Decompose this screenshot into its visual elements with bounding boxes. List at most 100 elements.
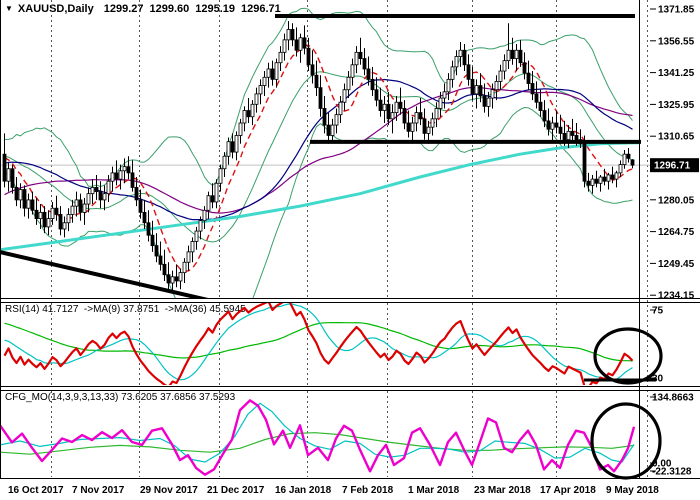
candle bbox=[50, 207, 55, 220]
candle bbox=[190, 241, 195, 253]
candle bbox=[170, 276, 175, 284]
candle bbox=[542, 110, 547, 122]
candle bbox=[394, 101, 399, 114]
candle bbox=[486, 97, 491, 107]
price-axis-label: 1310.65 bbox=[658, 132, 695, 143]
candle bbox=[458, 49, 463, 57]
candle bbox=[66, 214, 71, 224]
date-axis[interactable]: 16 Oct 2017 7 Nov 2017 29 Nov 2017 21 Dec 2… bbox=[8, 485, 659, 496]
rsi-axis-label: 30 bbox=[652, 374, 664, 385]
candle bbox=[114, 172, 119, 180]
price-scale[interactable]: 1371.85 1356.55 1341.25 1325.95 1310.65 1280.… bbox=[650, 5, 695, 302]
candle bbox=[82, 203, 87, 213]
cfg-axis-label: -22.3128 bbox=[652, 467, 692, 478]
candle bbox=[138, 199, 143, 213]
candle bbox=[434, 108, 439, 120]
candle bbox=[298, 37, 303, 51]
candle bbox=[202, 209, 207, 222]
candle bbox=[622, 153, 627, 165]
candle bbox=[446, 78, 451, 93]
candle bbox=[550, 122, 555, 130]
candle bbox=[58, 214, 63, 230]
candle bbox=[330, 124, 335, 136]
candle bbox=[562, 132, 567, 141]
candle bbox=[502, 60, 507, 72]
candle bbox=[126, 166, 131, 174]
current-price-label: 1296.71 bbox=[654, 161, 691, 172]
candle bbox=[574, 135, 579, 141]
trendline-group bbox=[0, 250, 209, 298]
candle bbox=[518, 49, 523, 64]
candle bbox=[326, 124, 331, 136]
candle bbox=[382, 103, 387, 111]
candle bbox=[134, 187, 139, 201]
candle bbox=[70, 205, 75, 215]
candle bbox=[182, 261, 187, 274]
candle bbox=[90, 187, 95, 195]
candle bbox=[442, 91, 447, 99]
candle bbox=[194, 230, 199, 242]
candle bbox=[142, 211, 147, 224]
candle bbox=[86, 193, 91, 205]
candle bbox=[478, 85, 483, 97]
candle bbox=[18, 189, 23, 201]
candle bbox=[22, 189, 27, 209]
candle bbox=[494, 81, 499, 91]
candle bbox=[482, 95, 487, 107]
rsi-lines bbox=[3, 303, 634, 385]
rsi-scale: 75 30 bbox=[650, 306, 664, 385]
candle bbox=[474, 85, 479, 95]
rsi-axis-label: 75 bbox=[652, 306, 664, 317]
candle bbox=[566, 130, 571, 141]
candle bbox=[146, 222, 151, 236]
candle bbox=[362, 58, 367, 70]
rsi-annotations bbox=[584, 327, 663, 385]
symbol-dropdown-icon[interactable]: ▼ bbox=[5, 4, 13, 13]
candle bbox=[34, 209, 39, 220]
candle bbox=[346, 76, 351, 91]
candle bbox=[178, 272, 183, 282]
candle bbox=[166, 274, 171, 284]
candle bbox=[230, 141, 235, 153]
candle bbox=[274, 62, 279, 80]
candle bbox=[570, 130, 575, 136]
candle bbox=[630, 159, 635, 166]
date-axis-label: 16 Jan 2018 bbox=[275, 485, 332, 496]
candle bbox=[354, 51, 359, 66]
candle bbox=[522, 62, 527, 74]
ohlc-open: 1299.27 bbox=[103, 3, 144, 15]
candle bbox=[626, 153, 631, 159]
current-price-box: 1296.71 bbox=[650, 158, 699, 173]
candles-layer bbox=[2, 21, 635, 292]
candle bbox=[618, 164, 623, 174]
candle bbox=[162, 263, 167, 276]
candle bbox=[206, 195, 211, 211]
candle bbox=[30, 199, 35, 211]
candle bbox=[390, 112, 395, 120]
candle bbox=[462, 49, 467, 66]
candle bbox=[554, 122, 559, 128]
price-axis-label: 1249.45 bbox=[658, 259, 695, 270]
candle bbox=[374, 89, 379, 101]
candle bbox=[378, 99, 383, 111]
price-axis-label: 1325.95 bbox=[658, 100, 695, 111]
candle bbox=[538, 101, 543, 111]
candle bbox=[214, 182, 219, 203]
candle bbox=[46, 218, 51, 228]
candle bbox=[302, 37, 307, 49]
candle bbox=[118, 170, 123, 180]
candle bbox=[14, 187, 19, 201]
candle bbox=[242, 110, 247, 124]
candle bbox=[158, 255, 163, 265]
date-axis-label: 16 Oct 2017 bbox=[8, 485, 64, 496]
cfg-highlight-ellipse bbox=[590, 402, 662, 480]
candle bbox=[2, 153, 7, 182]
candle bbox=[414, 112, 419, 124]
candle bbox=[258, 85, 263, 95]
candle bbox=[498, 70, 503, 82]
candle bbox=[530, 83, 535, 95]
cfg-annotations bbox=[590, 402, 662, 480]
candle bbox=[310, 64, 315, 76]
price-axis-label: 1234.15 bbox=[658, 291, 695, 302]
